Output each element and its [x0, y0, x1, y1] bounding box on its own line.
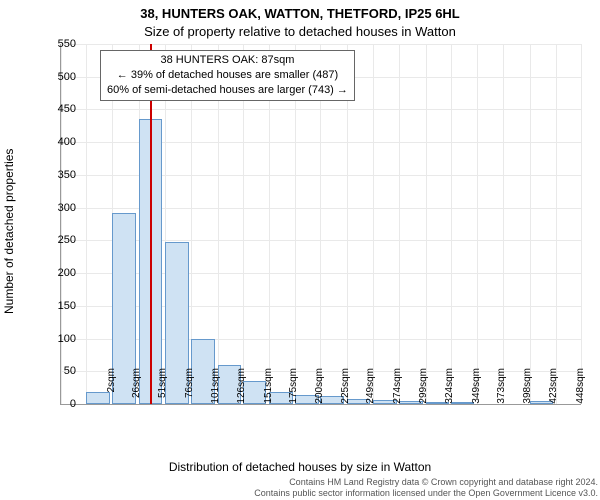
y-tick-label: 300: [40, 202, 76, 214]
x-tick-label: 175sqm: [288, 368, 299, 418]
y-tick-label: 0: [40, 398, 76, 410]
x-tick-label: 101sqm: [210, 368, 221, 418]
x-tick-label: 126sqm: [236, 368, 247, 418]
x-tick-label: 448sqm: [575, 368, 586, 418]
gridline-v: [530, 44, 531, 404]
y-axis-label: Number of detached properties: [2, 149, 16, 314]
gridline-v: [399, 44, 400, 404]
x-tick-label: 274sqm: [392, 368, 403, 418]
y-tick-label: 100: [40, 333, 76, 345]
x-tick-label: 373sqm: [496, 368, 507, 418]
y-tick-label: 250: [40, 234, 76, 246]
x-tick-label: 299sqm: [418, 368, 429, 418]
gridline-v: [451, 44, 452, 404]
annotation-property: 38 HUNTERS OAK: 87sqm: [161, 54, 295, 66]
y-tick-label: 350: [40, 169, 76, 181]
x-tick-label: 349sqm: [471, 368, 482, 418]
gridline-v: [503, 44, 504, 404]
x-tick-label: 76sqm: [184, 368, 195, 418]
x-tick-label: 398sqm: [522, 368, 533, 418]
x-tick-label: 200sqm: [314, 368, 325, 418]
x-tick-label: 51sqm: [157, 368, 168, 418]
y-tick-label: 500: [40, 71, 76, 83]
y-tick-label: 50: [40, 365, 76, 377]
x-tick-label: 2sqm: [106, 368, 117, 418]
data-attribution: Contains HM Land Registry data © Crown c…: [0, 477, 598, 498]
attribution-line-1: Contains HM Land Registry data © Crown c…: [289, 477, 598, 487]
gridline-v: [61, 44, 62, 404]
annotation-larger: 60% of semi-detached houses are larger (…: [107, 84, 348, 96]
x-tick-label: 324sqm: [444, 368, 455, 418]
chart-title-address: 38, HUNTERS OAK, WATTON, THETFORD, IP25 …: [0, 6, 600, 21]
gridline-v: [581, 44, 582, 404]
annotation-box: 38 HUNTERS OAK: 87sqm ← 39% of detached h…: [100, 50, 355, 101]
gridline-v: [86, 44, 87, 404]
y-tick-label: 400: [40, 136, 76, 148]
y-tick-label: 150: [40, 300, 76, 312]
x-axis-label: Distribution of detached houses by size …: [0, 460, 600, 474]
attribution-line-2: Contains public sector information licen…: [254, 488, 598, 498]
x-tick-label: 26sqm: [131, 368, 142, 418]
x-tick-label: 423sqm: [548, 368, 559, 418]
gridline-v: [556, 44, 557, 404]
gridline-v: [477, 44, 478, 404]
y-tick-label: 450: [40, 103, 76, 115]
annotation-smaller: ← 39% of detached houses are smaller (48…: [117, 69, 338, 81]
x-tick-label: 249sqm: [365, 368, 376, 418]
gridline-v: [373, 44, 374, 404]
y-tick-label: 550: [40, 38, 76, 50]
gridline-v: [426, 44, 427, 404]
y-tick-label: 200: [40, 267, 76, 279]
x-tick-label: 151sqm: [263, 368, 274, 418]
x-tick-label: 225sqm: [340, 368, 351, 418]
chart-title-subtitle: Size of property relative to detached ho…: [0, 24, 600, 39]
